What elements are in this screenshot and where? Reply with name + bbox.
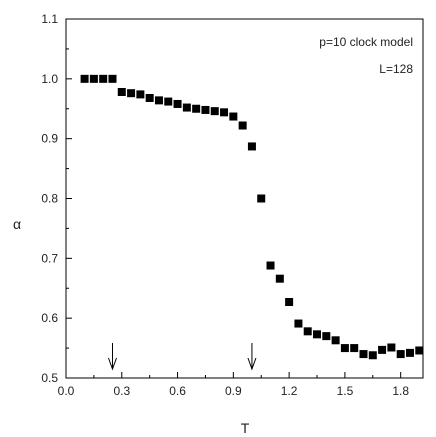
data-point: [89, 74, 98, 83]
legend-size-label: L=128: [379, 62, 413, 76]
data-point: [322, 332, 331, 341]
y-tick-labels: 0.5 0.6 0.7 0.8 0.9 1.0 1.1: [41, 12, 58, 385]
data-point: [266, 261, 275, 270]
tick-marks: [65, 18, 402, 379]
data-points: [80, 74, 424, 360]
data-point: [80, 74, 89, 83]
x-tick-label: 1.2: [281, 384, 298, 398]
data-point: [247, 142, 256, 151]
data-point: [359, 350, 368, 359]
data-point: [387, 343, 396, 352]
data-point: [303, 327, 312, 336]
data-point: [294, 319, 303, 328]
data-point: [164, 97, 173, 106]
data-point: [210, 107, 219, 116]
x-tick-label: 0.3: [113, 384, 130, 398]
data-point: [285, 298, 294, 307]
data-point: [145, 93, 154, 102]
data-point: [350, 344, 359, 353]
x-tick-label: 0.9: [225, 384, 242, 398]
y-tick-label: 1.0: [41, 72, 58, 86]
y-tick-label: 0.8: [41, 192, 58, 206]
y-tick-label: 0.5: [41, 371, 58, 385]
data-point: [99, 74, 108, 83]
data-point: [275, 274, 284, 283]
data-point: [108, 74, 117, 83]
x-tick-label: 0.6: [169, 384, 186, 398]
data-point: [405, 348, 414, 357]
data-point: [378, 345, 387, 354]
data-point: [238, 121, 247, 130]
data-point: [257, 194, 266, 203]
data-point: [182, 103, 191, 112]
data-point: [154, 96, 163, 105]
y-tick-label: 0.9: [41, 132, 58, 146]
data-point: [331, 336, 340, 345]
x-tick-labels: 0.0 0.3 0.6 0.9 1.2 1.5 1.8: [58, 384, 410, 398]
data-point: [340, 344, 349, 353]
y-tick-label: 0.6: [41, 311, 58, 325]
data-point: [396, 350, 405, 359]
arrow-marker: [108, 343, 117, 371]
arrow-marker: [247, 343, 257, 371]
data-point: [173, 99, 182, 108]
data-point: [127, 89, 136, 98]
y-tick-label: 1.1: [41, 12, 58, 26]
x-axis-title: T: [241, 420, 250, 436]
data-point: [117, 87, 126, 96]
plot-frame: [65, 18, 424, 379]
data-point: [313, 330, 322, 339]
data-point: [229, 112, 238, 121]
plot-area: [65, 18, 424, 379]
arrow-head: [108, 357, 117, 371]
data-point: [192, 104, 201, 113]
y-axis-title: α: [13, 216, 21, 232]
x-tick-label: 1.5: [337, 384, 354, 398]
transition-arrows: [108, 343, 257, 371]
data-point: [368, 351, 377, 360]
arrow-head: [247, 357, 257, 371]
y-tick-label: 0.7: [41, 251, 58, 265]
x-tick-label: 1.8: [392, 384, 409, 398]
x-tick-label: 0.0: [58, 384, 75, 398]
data-point: [201, 105, 210, 114]
data-point: [220, 108, 229, 117]
data-point: [415, 346, 424, 355]
legend-model-label: p=10 clock model: [319, 35, 413, 49]
data-point: [136, 90, 145, 99]
